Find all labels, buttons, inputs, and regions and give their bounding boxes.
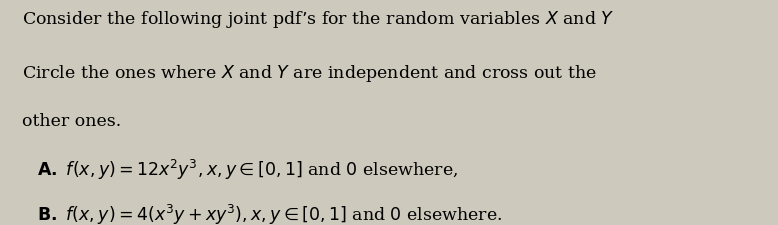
Text: Circle the ones where $X$ and $Y$ are independent and cross out the: Circle the ones where $X$ and $Y$ are in… [22,63,597,84]
Text: $\mathbf{A.}$ $f(x, y) = 12x^2y^3, x, y \in [0, 1]$ and $0$ elsewhere,: $\mathbf{A.}$ $f(x, y) = 12x^2y^3, x, y … [37,158,458,182]
Text: $\mathbf{B.}$ $f(x, y) = 4(x^3y + xy^3), x, y \in [0, 1]$ and $0$ elsewhere.: $\mathbf{B.}$ $f(x, y) = 4(x^3y + xy^3),… [37,202,503,225]
Text: Consider the following joint pdf’s for the random variables $X$ and $Y$: Consider the following joint pdf’s for t… [22,9,614,30]
Text: other ones.: other ones. [22,112,121,129]
